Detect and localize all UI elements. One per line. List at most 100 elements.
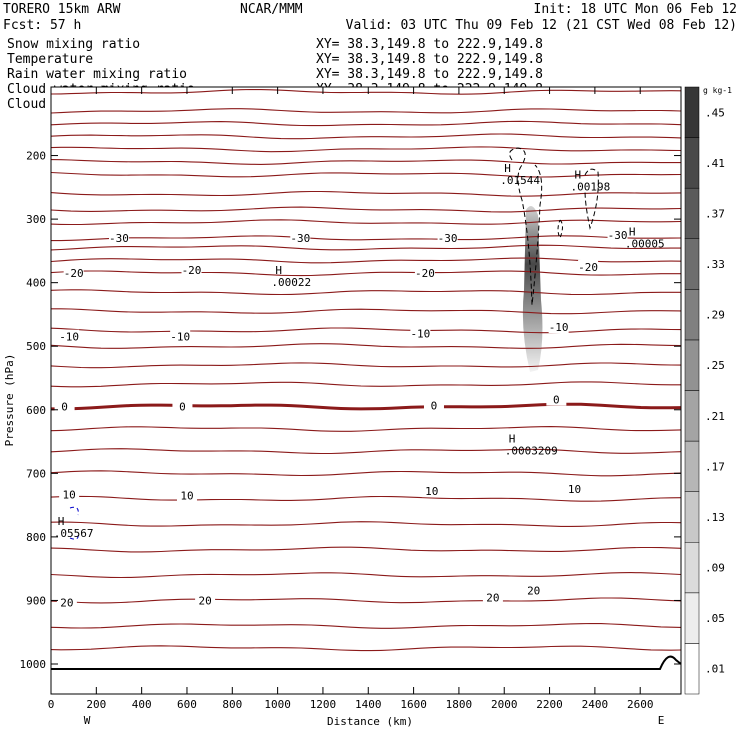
snow-shading	[522, 206, 543, 372]
field-name: Temperature	[7, 52, 93, 67]
colorbar-swatch	[684, 440, 700, 492]
field-name: Rain water mixing ratio	[7, 67, 187, 82]
temperature-contour-label: -20	[64, 267, 84, 280]
contour-label-bg	[414, 266, 435, 280]
isotherm-line	[50, 470, 682, 477]
colorbar-label: .33	[705, 258, 725, 271]
isotherm-line	[50, 108, 682, 114]
temperature-contour-label: -30	[608, 229, 628, 242]
colorbar-swatch	[684, 390, 700, 442]
x-tick-label: 200	[86, 698, 106, 711]
y-tick-label: 600	[26, 404, 46, 417]
contour-label-bg	[482, 590, 503, 604]
x-tick-label: 2200	[536, 698, 563, 711]
temperature-contour-label: -10	[410, 328, 430, 341]
isotherm-line	[50, 362, 682, 369]
plot-area: -30 -30 -30 -30 -20 -20 -20 -20 -10 -10 -10 -10 0 0 0 0…	[50, 86, 682, 695]
x-tick-label: 1800	[446, 698, 473, 711]
max-marker: H	[58, 515, 65, 528]
colorbar-label: .29	[705, 309, 725, 322]
axes: Distance (km) Pressure (hPa) W E 0 200 400…	[3, 87, 681, 728]
model-title: TORERO 15km ARW	[3, 2, 121, 17]
colorbar-label: .41	[705, 157, 725, 170]
colorbar-label: .13	[705, 511, 725, 524]
max-value: .00005	[625, 238, 665, 251]
isotherm-line	[50, 159, 681, 165]
y-tick-label: 500	[26, 340, 46, 353]
contour-label-bg	[546, 392, 567, 406]
isotherm-line	[50, 521, 682, 527]
temperature-contour-label: -20	[415, 267, 435, 280]
contour-label-bg	[578, 259, 599, 273]
max-value: .00022	[271, 276, 311, 289]
colorbar-swatch	[684, 339, 700, 391]
temperature-contour-label: 20	[486, 591, 499, 604]
x-tick-label: 0	[48, 698, 55, 711]
x-tick-label: 400	[132, 698, 152, 711]
colorbar-swatch	[684, 238, 700, 290]
colorbar-swatch	[684, 491, 700, 543]
isotherm-line	[50, 327, 682, 334]
isotherm-line	[51, 308, 682, 315]
west-label: W	[84, 714, 91, 727]
contour-label-bg	[423, 398, 444, 412]
isotherm-line	[51, 235, 682, 242]
isotherm-line	[50, 146, 682, 153]
isotherm-line	[50, 597, 682, 604]
contour-label-bg	[181, 262, 202, 276]
isotherm-line	[50, 206, 682, 213]
temperature-contour-label: 20	[527, 584, 540, 597]
init-time: Init: 18 UTC Mon 06 Feb 12	[534, 2, 738, 17]
max-value: .01544	[500, 174, 540, 187]
x-tick-label: 1600	[400, 698, 427, 711]
temperature-contour-label: 10	[180, 490, 193, 503]
contour-label-bg	[172, 399, 193, 413]
contour-label-bg	[54, 399, 75, 413]
isotherm-line	[50, 381, 681, 388]
temperature-contour-label: 10	[425, 485, 438, 498]
max-marker: H	[574, 169, 581, 182]
contour-label-bg	[108, 231, 129, 245]
temperature-contour-label: 20	[198, 594, 211, 607]
contour-label-bg	[607, 228, 628, 241]
isotherm-line	[50, 495, 682, 502]
colorbar-swatch	[684, 86, 700, 138]
max-marker: H	[275, 264, 282, 277]
contour-label-bg	[195, 593, 216, 607]
temperature-contour-label: 0	[179, 401, 186, 414]
x-tick-label: 1200	[310, 698, 337, 711]
isotherm-line	[50, 133, 682, 140]
y-axis-title: Pressure (hPa)	[3, 354, 16, 447]
isotherm-line	[50, 546, 682, 553]
max-value: .05567	[54, 527, 94, 540]
max-value: .0003209	[505, 444, 558, 457]
temperature-contour-label: 0	[553, 394, 560, 407]
isotherm-line	[50, 171, 682, 178]
isotherm-line	[50, 645, 682, 652]
contour-label-bg	[56, 595, 77, 609]
snow-contour	[509, 147, 543, 306]
max-marker: H	[509, 432, 516, 445]
colorbar-swatch	[684, 643, 700, 695]
snow-contour	[557, 219, 563, 240]
isotherm-line	[50, 190, 682, 197]
colorbar-swatch	[684, 289, 700, 341]
temperature-contour-label: -10	[170, 331, 190, 344]
colorbar-label: .25	[705, 359, 725, 372]
y-tick-label: 200	[26, 150, 46, 163]
contour-label-bg	[564, 482, 585, 496]
colorbar-swatch	[684, 592, 700, 644]
contour-label-bg	[290, 231, 311, 245]
y-tick-label: 900	[26, 594, 46, 607]
colorbar-swatch	[684, 187, 700, 240]
temperature-contour-label: -30	[438, 232, 458, 245]
y-tick-label: 700	[26, 467, 46, 480]
temperature-contour-label: -20	[578, 261, 598, 274]
temperature-contour-label: -10	[549, 321, 569, 334]
colorbar-swatch	[684, 542, 700, 594]
isotherm-line	[50, 88, 682, 95]
east-label: E	[658, 714, 665, 727]
isotherm-line	[50, 343, 682, 349]
